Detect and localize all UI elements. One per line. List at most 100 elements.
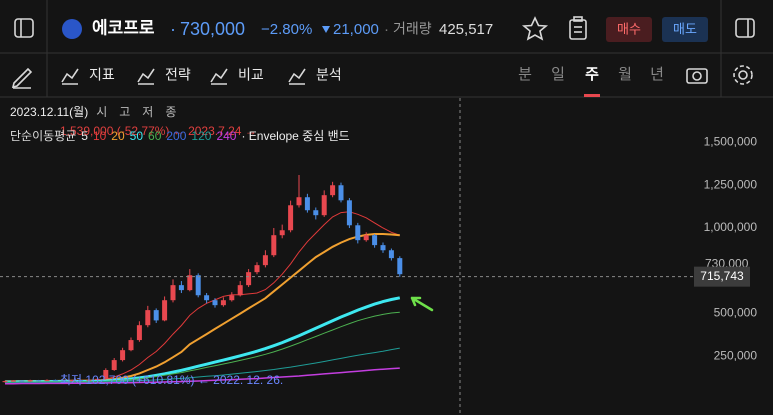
candle-body (36, 380, 42, 382)
legend-extra: · Envelope 중심 밴드 (241, 129, 349, 143)
candle-body (162, 300, 168, 321)
candle-body (313, 210, 319, 216)
legend-title: 단순이동평균 (10, 129, 76, 143)
arrow-annotation (410, 296, 434, 312)
candle-body (229, 295, 235, 301)
candle-body (120, 350, 126, 361)
price: 730,000 (180, 19, 245, 39)
period-tab[interactable]: 년 (650, 66, 664, 83)
candle-body (372, 235, 378, 246)
buy-label: 매수 (617, 21, 641, 36)
ohlc-field: 저 (142, 105, 153, 119)
stock-name: 에코프로 (92, 18, 155, 37)
tool-icon (61, 68, 79, 85)
change-pct: −2.80% (261, 21, 312, 38)
candle-body (237, 285, 243, 296)
crosshair-tag: 715,743 (700, 269, 744, 283)
y-tick-label: 1,500,000 (704, 135, 758, 149)
y-tick-label: 1,000,000 (704, 220, 758, 234)
low-note: 최저 102,700 (+610.81%) ← 2022. 12. 26. (60, 373, 283, 387)
candle-body (321, 195, 327, 216)
legend-item: 10 (93, 129, 107, 143)
volume: 425,517 (439, 21, 493, 38)
period-tab[interactable]: 분 (518, 66, 532, 83)
candle-body (262, 255, 268, 266)
ohlc-field: 시 (96, 105, 107, 119)
sidebar-toggle[interactable] (14, 18, 34, 38)
period-tab[interactable]: 월 (618, 66, 632, 83)
logo (62, 19, 82, 39)
candle-body (128, 340, 134, 351)
ohlc-field: 고 (119, 105, 130, 119)
candle-body (178, 285, 184, 291)
ma-line (5, 311, 400, 383)
candle-body (103, 370, 109, 379)
candle-body (220, 300, 226, 306)
period-underline (584, 94, 600, 97)
legend-item: 60 (148, 129, 162, 143)
candle-body (52, 379, 58, 381)
period-tab[interactable]: 일 (551, 66, 565, 83)
tool-icon (288, 68, 306, 85)
candle-body (355, 225, 361, 241)
sell-button[interactable] (662, 17, 708, 42)
candle-body (86, 379, 92, 381)
y-tick-label: 500,000 (714, 306, 758, 320)
candle-body (397, 258, 403, 275)
candle-body (288, 205, 294, 231)
y-tick-label: 250,000 (714, 348, 758, 362)
legend-item: 50 (130, 129, 144, 143)
candle-body (111, 360, 117, 371)
tool-icon (210, 68, 228, 85)
candle-body (187, 275, 193, 291)
candle-body (380, 245, 386, 251)
candle-body (363, 235, 369, 241)
candle-body (69, 380, 75, 382)
candle-body (246, 272, 252, 286)
favorite-icon[interactable] (521, 16, 549, 41)
candle-body (330, 185, 336, 196)
candle-body (346, 200, 352, 226)
sell-label: 매도 (673, 21, 697, 36)
candle-body (153, 310, 159, 321)
change: 21,000 (333, 21, 379, 38)
camera-icon[interactable] (686, 68, 708, 84)
separator: · (384, 21, 389, 38)
candle-body (19, 380, 25, 382)
candle-body (212, 300, 218, 306)
candle-body (78, 380, 84, 382)
legend-item: 200 (166, 129, 186, 143)
y-tick-label: 1,250,000 (704, 177, 758, 191)
tool-label: 지표 (89, 67, 115, 83)
candle-body (2, 381, 8, 383)
candle-body (195, 275, 201, 296)
ohlc-date: 2023.12.11(월) (10, 105, 88, 119)
legend-item: 20 (111, 129, 125, 143)
candle-body (271, 235, 277, 256)
ma-line (5, 367, 400, 385)
crosshair-tag-bg (694, 266, 750, 287)
candle-body (44, 379, 50, 381)
candle-body (204, 295, 210, 301)
down-triangle (322, 26, 330, 33)
panel-toggle[interactable] (735, 18, 755, 38)
candle-body (279, 230, 285, 236)
candle-body (296, 197, 302, 206)
high-note: 1,539,000 (-52.77%) ← 2023.7.24 → (60, 124, 257, 138)
candle-body (254, 265, 260, 273)
price: · (170, 19, 176, 39)
ma-line (5, 347, 400, 384)
candle-body (170, 285, 176, 301)
candle-body (145, 310, 151, 326)
tool-label: 전략 (165, 67, 191, 83)
memo-icon[interactable] (569, 16, 587, 40)
period-tab[interactable]: 주 (585, 66, 599, 83)
settings-icon[interactable] (733, 65, 753, 85)
buy-button[interactable] (606, 17, 652, 42)
draw-icon[interactable] (11, 67, 33, 89)
candle-body (136, 325, 142, 341)
volume-label: 거래량 (393, 21, 432, 37)
ohlc-field: 종 (165, 105, 176, 119)
candle-body (304, 197, 310, 211)
